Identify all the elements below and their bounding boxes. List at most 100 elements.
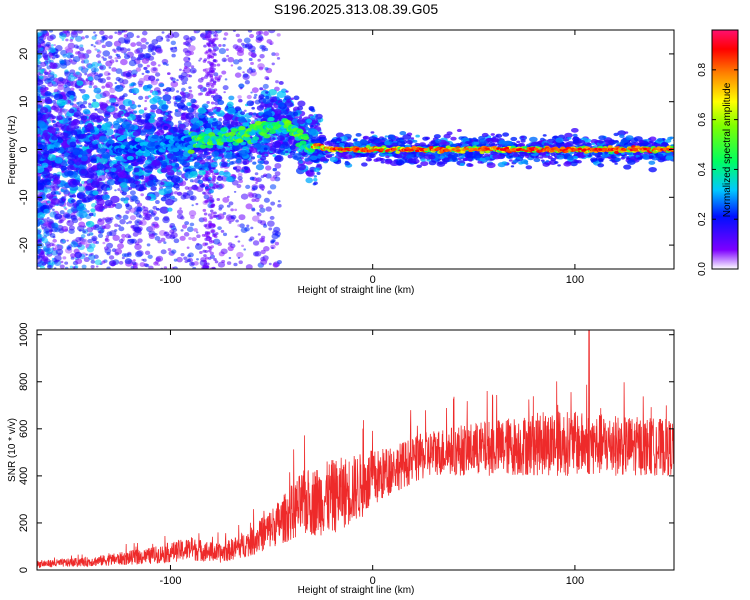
signal-blob: [306, 118, 313, 124]
noise-blob: [237, 224, 241, 227]
noise-blob: [248, 67, 253, 70]
signal-blob: [50, 198, 60, 206]
signal-blob: [235, 121, 242, 127]
noise-blob: [64, 46, 71, 52]
noise-blob: [94, 34, 98, 37]
noise-blob: [50, 44, 54, 47]
noise-blob: [128, 59, 137, 67]
noise-blob: [265, 77, 270, 81]
noise-blob: [218, 118, 223, 122]
noise-blob: [49, 233, 56, 238]
noise-blob: [247, 30, 253, 33]
noise-blob: [233, 262, 238, 267]
noise-blob: [236, 184, 242, 189]
signal-blob: [44, 98, 53, 104]
noise-blob: [177, 120, 182, 124]
signal-blob: [168, 115, 173, 119]
noise-blob: [227, 245, 234, 252]
noise-blob: [244, 43, 250, 48]
noise-blob: [173, 238, 180, 244]
signal-blob: [56, 174, 61, 177]
signal-blob: [122, 98, 133, 107]
noise-blob: [157, 239, 162, 244]
noise-blob: [157, 64, 161, 67]
noise-blob: [91, 35, 97, 40]
noise-blob: [198, 84, 204, 89]
noise-blob: [46, 244, 51, 249]
signal-blob: [249, 176, 255, 181]
noise-blob: [67, 209, 73, 214]
noise-blob: [216, 184, 220, 188]
noise-blob: [136, 202, 143, 208]
signal-blob: [98, 135, 108, 143]
noise-blob: [226, 54, 230, 58]
signal-blob: [69, 95, 75, 99]
noise-blob: [274, 162, 282, 169]
noise-blob: [126, 252, 132, 257]
signal-blob: [669, 136, 674, 140]
noise-blob: [272, 262, 279, 268]
signal-blob: [176, 191, 183, 196]
noise-blob: [207, 54, 211, 58]
noise-blob: [238, 58, 243, 63]
noise-blob: [68, 225, 75, 231]
signal-blob: [37, 195, 43, 201]
noise-blob: [101, 56, 105, 59]
noise-blob: [155, 200, 160, 205]
noise-blob: [179, 68, 182, 71]
signal-blob: [112, 203, 117, 207]
noise-blob: [102, 90, 111, 97]
noise-blob: [87, 238, 93, 244]
noise-blob: [205, 71, 209, 75]
noise-blob: [76, 45, 80, 49]
noise-blob: [114, 31, 118, 34]
signal-blob: [60, 132, 69, 139]
signal-blob: [92, 98, 97, 102]
signal-blob: [67, 170, 74, 176]
noise-blob: [237, 38, 243, 43]
noise-blob: [204, 250, 209, 254]
noise-blob: [51, 208, 55, 211]
noise-blob: [71, 30, 78, 35]
noise-blob: [192, 266, 197, 269]
signal-blob: [110, 102, 115, 106]
signal-blob: [118, 110, 124, 115]
signal-blob: [313, 178, 318, 182]
noise-blob: [255, 30, 262, 36]
noise-blob: [135, 250, 143, 258]
signal-blob: [116, 117, 124, 124]
noise-blob: [265, 206, 272, 212]
noise-blob: [189, 35, 196, 41]
signal-blob: [72, 179, 81, 186]
noise-blob: [148, 225, 156, 232]
noise-blob: [237, 172, 243, 177]
signal-blob: [167, 207, 173, 212]
noise-blob: [150, 48, 155, 52]
signal-blob: [217, 99, 225, 105]
signal-blob: [272, 167, 277, 172]
signal-blob: [70, 199, 76, 203]
signal-blob: [161, 169, 165, 173]
noise-blob: [183, 35, 190, 41]
noise-blob: [41, 237, 49, 244]
signal-blob: [46, 193, 54, 199]
noise-blob: [251, 87, 259, 94]
noise-blob: [152, 205, 158, 210]
noise-blob: [222, 85, 229, 91]
noise-blob: [70, 61, 73, 64]
noise-blob: [79, 44, 84, 48]
noise-blob: [242, 71, 245, 74]
noise-blob: [148, 209, 154, 214]
signal-blob: [117, 171, 127, 179]
signal-blob: [129, 83, 134, 87]
noise-blob: [126, 222, 129, 225]
signal-blob: [69, 141, 77, 147]
noise-blob: [117, 243, 124, 249]
signal-blob: [90, 158, 97, 164]
noise-blob: [210, 215, 215, 219]
signal-blob: [69, 195, 73, 198]
noise-blob: [72, 266, 76, 269]
noise-blob: [189, 179, 194, 183]
noise-blob: [250, 61, 254, 66]
signal-blob: [250, 156, 256, 160]
